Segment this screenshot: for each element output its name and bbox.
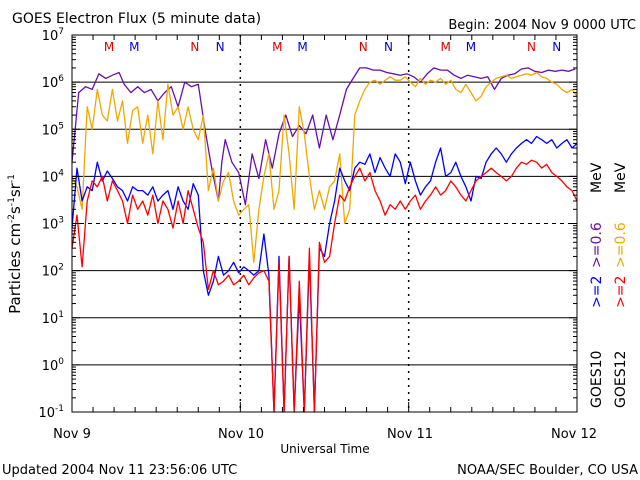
y-tick-labels: 10-1 100 101 102 103 104 105 106 107 — [38, 27, 64, 421]
legend-g10-ge06: >=0.6 — [589, 222, 605, 268]
y-tick-label: 10-1 — [38, 404, 64, 421]
legend-goes12: GOES12 — [613, 351, 629, 408]
mn-marker: M — [441, 40, 451, 54]
y-tick-label: 102 — [42, 263, 64, 280]
mn-marker: N — [527, 40, 536, 54]
mn-marker: N — [552, 40, 561, 54]
y-tick-label: 107 — [42, 27, 64, 44]
mn-marker: M — [272, 40, 282, 54]
source-label: NOAA/SEC Boulder, CO USA — [457, 463, 638, 478]
grid-layer — [72, 35, 577, 412]
x-tick-label: Nov 11 — [387, 427, 433, 442]
legend-g12-mev: MeV — [613, 162, 629, 193]
mn-marker: N — [359, 40, 368, 54]
y-tick-label: 105 — [42, 121, 64, 138]
mn-marker: N — [190, 40, 199, 54]
series-line-1 — [71, 71, 578, 263]
x-axis-label: Universal Time — [280, 442, 369, 456]
y-tick-label: 101 — [42, 310, 64, 327]
legend-g10-mev: MeV — [589, 162, 605, 193]
x-tick-label: Nov 9 — [53, 427, 91, 442]
series-line-0 — [71, 67, 576, 206]
mn-marker: M — [129, 40, 139, 54]
series-line-2 — [71, 135, 578, 413]
series-line-3 — [71, 159, 578, 413]
legend-goes10: GOES10 — [589, 351, 605, 408]
begin-label: Begin: 2004 Nov 9 0000 UTC — [448, 18, 636, 33]
updated-label: Updated 2004 Nov 11 23:56:06 UTC — [2, 463, 237, 478]
y-tick-label: 104 — [42, 168, 65, 185]
y-tick-label: 103 — [42, 216, 64, 233]
mn-marker: N — [216, 40, 225, 54]
mn-marker: M — [297, 40, 307, 54]
x-tick-label: Nov 10 — [218, 427, 264, 442]
legend-g10-ge2: >=2 — [589, 276, 605, 308]
mn-marker: M — [466, 40, 476, 54]
legend-g12-ge2: >=2 — [613, 276, 629, 308]
y-tick-label: 106 — [42, 74, 65, 91]
legend: GOES10 GOES12 >=2 >=0.6 MeV >=2 >=0.6 Me… — [589, 162, 629, 408]
legend-g12-ge06: >=0.6 — [613, 222, 629, 268]
axes-layer — [71, 34, 578, 413]
y-axis-label: Particles cm-2s-1sr-1 — [6, 174, 24, 314]
series-layer — [71, 67, 578, 413]
x-tick-label: Nov 12 — [551, 427, 597, 442]
chart-title: GOES Electron Flux (5 minute data) — [12, 11, 261, 27]
mn-marker: M — [104, 40, 114, 54]
mn-marker: N — [384, 40, 393, 54]
y-tick-label: 100 — [42, 357, 65, 374]
